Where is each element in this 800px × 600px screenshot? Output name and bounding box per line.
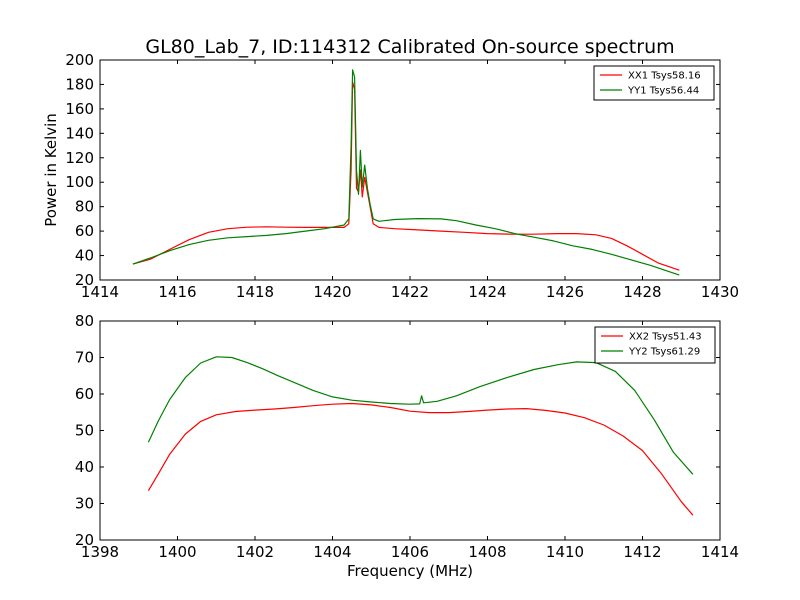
y-tick-label: 20 bbox=[75, 271, 94, 289]
x-tick-label: 1420 bbox=[313, 283, 351, 301]
y-tick-label: 70 bbox=[75, 349, 94, 367]
legend-entry: YY2 Tsys61.29 bbox=[628, 347, 700, 358]
x-tick-label: 1398 bbox=[81, 543, 119, 561]
y-axis-label: Power in Kelvin bbox=[42, 113, 60, 227]
y-tick-label: 60 bbox=[75, 385, 94, 403]
y-tick-label: 180 bbox=[65, 75, 94, 93]
legend-entry: YY1 Tsys56.44 bbox=[627, 86, 699, 97]
x-tick-label: 1418 bbox=[236, 283, 274, 301]
x-tick-label: 1402 bbox=[236, 543, 274, 561]
y-tick-label: 50 bbox=[75, 422, 94, 440]
x-tick-label: 1408 bbox=[468, 543, 506, 561]
y-tick-label: 100 bbox=[65, 173, 94, 191]
y-tick-label: 20 bbox=[75, 531, 94, 549]
y-tick-label: 30 bbox=[75, 495, 94, 513]
x-tick-label: 1400 bbox=[158, 543, 196, 561]
y-tick-label: 120 bbox=[65, 149, 94, 167]
legend-entry: XX1 Tsys58.16 bbox=[628, 71, 701, 82]
series-line-1 bbox=[132, 81, 680, 271]
x-tick-label: 1406 bbox=[391, 543, 429, 561]
y-tick-label: 60 bbox=[75, 222, 94, 240]
x-tick-label: 1416 bbox=[158, 283, 196, 301]
legend: XX2 Tsys51.43 YY2 Tsys61.29 bbox=[594, 326, 716, 364]
x-tick-label: 1410 bbox=[546, 543, 584, 561]
legend-entry: XX2 Tsys51.43 bbox=[629, 332, 702, 343]
y-tick-label: 140 bbox=[65, 124, 94, 142]
x-tick-label: 1404 bbox=[313, 543, 351, 561]
x-tick-label: 1430 bbox=[701, 283, 739, 301]
top-plot: 1414 1416 1418 1420 1422 1424 1426 1428 1430 20 40… bbox=[42, 51, 739, 301]
x-tick-label: 1426 bbox=[546, 283, 584, 301]
y-tick-label: 80 bbox=[75, 198, 94, 216]
x-tick-label: 1422 bbox=[391, 283, 429, 301]
x-tick-label: 1424 bbox=[468, 283, 506, 301]
x-tick-label: 1414 bbox=[701, 543, 739, 561]
x-tick-label: 1428 bbox=[623, 283, 661, 301]
series-line-2 bbox=[132, 69, 680, 276]
x-tick-label: 1412 bbox=[623, 543, 661, 561]
bottom-plot: 1398 1400 1402 1404 1406 1408 1410 1412 1414 20 30… bbox=[75, 312, 739, 580]
legend-box bbox=[594, 326, 716, 364]
legend: XX1 Tsys58.16 YY1 Tsys56.44 bbox=[593, 65, 715, 101]
x-tick-label: 1414 bbox=[81, 283, 119, 301]
y-tick-label: 160 bbox=[65, 100, 94, 118]
series-line-1 bbox=[147, 402, 694, 516]
y-tick-label: 80 bbox=[75, 312, 94, 330]
y-tick-label: 40 bbox=[75, 247, 94, 265]
y-tick-label: 40 bbox=[75, 458, 94, 476]
chart-title: GL80_Lab_7, ID:114312 Calibrated On-sour… bbox=[145, 36, 674, 58]
legend-box bbox=[593, 65, 715, 101]
y-tick-label: 200 bbox=[65, 51, 94, 69]
series-line-2 bbox=[147, 356, 694, 475]
x-axis-label: Frequency (MHz) bbox=[347, 562, 473, 580]
